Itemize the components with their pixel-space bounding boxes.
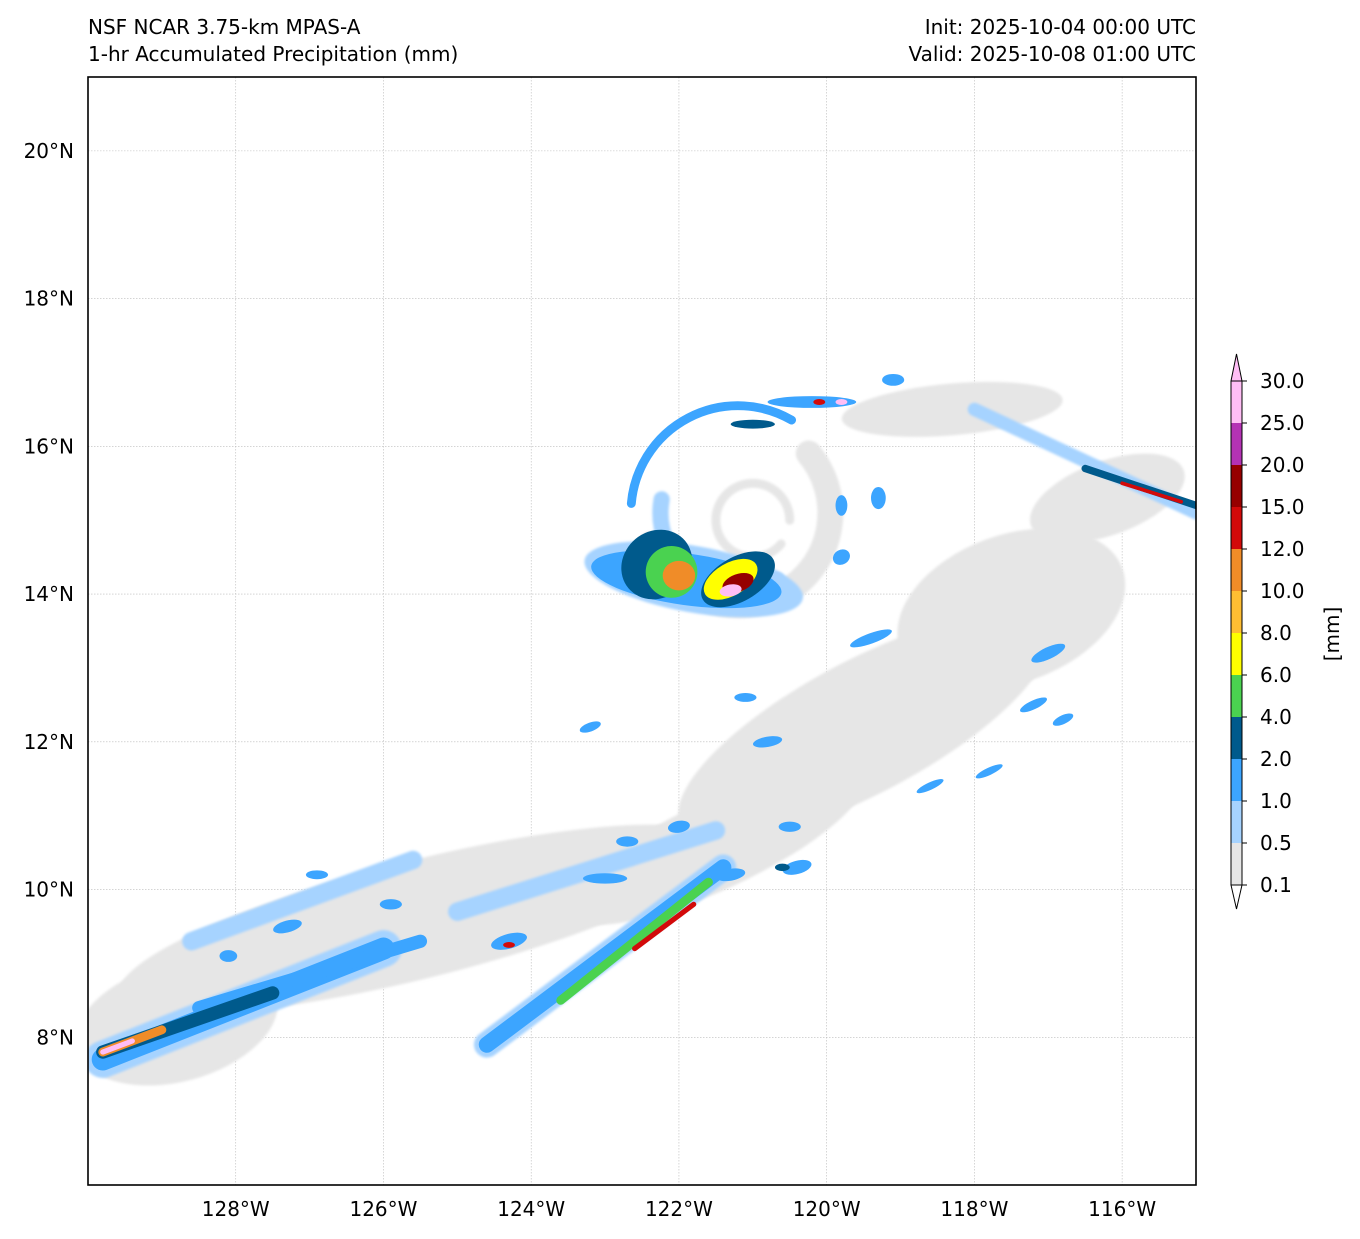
precip-cell [273,919,302,934]
lat-tick-label: 10°N [24,878,74,902]
colorbar-tick-label: 4.0 [1260,705,1292,729]
precip-cell [767,396,857,408]
lon-tick-label: 118°W [940,1197,1008,1221]
precip-band [448,821,726,921]
precip-cell [716,868,746,882]
colorbar-tick-label: 2.0 [1260,747,1292,771]
lon-tick-label: 126°W [349,1197,417,1221]
colorbar-tick-label: 6.0 [1260,663,1292,687]
colorbar-segment [1231,465,1242,507]
precip-cell [730,419,775,429]
precip-cell [835,399,848,405]
lat-tick-label: 18°N [24,287,74,311]
precip-cell [832,549,850,565]
precip-cell [916,779,944,794]
precip-band [1120,481,1184,504]
lon-tick-label: 116°W [1088,1197,1156,1221]
precip-cell [667,820,690,833]
lat-tick-labels: 20°N 18°N 16°N 14°N 12°N 10°N 8°N [24,139,74,1049]
colorbar-tick-label: 10.0 [1260,579,1305,603]
lon-tick-label: 122°W [645,1197,713,1221]
model-title: NSF NCAR 3.75-km MPAS-A [88,15,361,39]
lon-tick-label: 128°W [202,1197,270,1221]
colorbar-segment [1231,549,1242,591]
precip-cell [1019,697,1048,713]
precip-cell [734,693,757,702]
precip-field [88,373,1196,1086]
precip-cell [813,399,826,405]
colorbar-tick-label: 8.0 [1260,621,1292,645]
precip-cell [491,932,527,950]
colorbar-tick-label: 15.0 [1260,495,1305,519]
plot-frame [87,76,1197,1186]
precip-cell [662,560,696,591]
colorbar-tick-label: 30.0 [1260,369,1305,393]
colorbar-tick-label: 20.0 [1260,453,1305,477]
colorbar-segment [1231,591,1242,633]
lat-tick-label: 12°N [24,730,74,754]
colorbar: 0.1 0.5 1.0 2.0 4.0 6.0 8.0 10.0 12.0 15.0 20.0 25.… [1230,353,1305,910]
colorbar-segment [1231,423,1242,465]
lon-tick-label: 120°W [793,1197,861,1221]
lat-tick-label: 8°N [36,1025,74,1049]
precip-cell [835,495,848,516]
colorbar-segment [1231,675,1242,717]
valid-time: Valid: 2025-10-08 01:00 UTC [908,42,1196,66]
colorbar-segment [1231,507,1242,549]
title-left: NSF NCAR 3.75-km MPAS-A 1-hr Accumulated… [88,14,458,68]
product-title: 1-hr Accumulated Precipitation (mm) [88,42,459,66]
precip-cell [870,486,886,510]
init-time: Init: 2025-10-04 00:00 UTC [924,15,1196,39]
colorbar-segment [1231,843,1242,885]
precip-cell [774,863,790,872]
precip-cell [897,528,1126,690]
precip-cell [975,764,1003,779]
precip-cell [379,899,402,910]
precip-band [100,1038,135,1055]
precip-cell [219,950,238,962]
lat-tick-label: 20°N [24,139,74,163]
lon-tick-labels: 128°W 126°W 124°W 122°W 120°W 118°W 116°W [202,1197,1157,1221]
colorbar-segment [1231,381,1242,423]
precip-cell [782,859,812,875]
precip-cell [579,721,601,733]
lat-tick-label: 16°N [24,434,74,458]
precip-cell [1029,453,1185,543]
colorbar-extend-min [1230,884,1243,910]
precip-cell [778,821,801,832]
colorbar-extend-max [1230,353,1243,382]
precip-cell [305,870,329,880]
colorbar-tick-label: 12.0 [1260,537,1305,561]
colorbar-segment [1231,633,1242,675]
colorbar-tick-label: 1.0 [1260,789,1292,813]
precip-band [556,877,713,1005]
precip-cell [582,873,628,884]
precip-cell [503,941,515,948]
precip-cell [752,736,783,748]
colorbar-tick-label: 0.1 [1260,873,1292,897]
colorbar-segment [1231,759,1242,801]
precip-cell [1031,643,1066,663]
colorbar-label: [mm] [1320,607,1344,662]
colorbar-segment [1231,717,1242,759]
precip-rainband [626,401,797,508]
precip-band [192,934,428,1015]
colorbar-tick-label: 25.0 [1260,411,1305,435]
lat-tick-label: 14°N [24,582,74,606]
precip-cell [616,836,639,847]
colorbar-segment [1231,801,1242,843]
title-right: Init: 2025-10-04 00:00 UTC Valid: 2025-1… [908,14,1196,68]
lon-tick-label: 124°W [497,1197,565,1221]
precip-band [632,901,697,952]
precip-cell [1052,713,1074,726]
precip-cell [719,584,742,597]
precip-cell [850,629,892,648]
colorbar-tick-label: 0.5 [1260,831,1292,855]
precip-cell [882,373,905,386]
precip-band [182,850,423,951]
